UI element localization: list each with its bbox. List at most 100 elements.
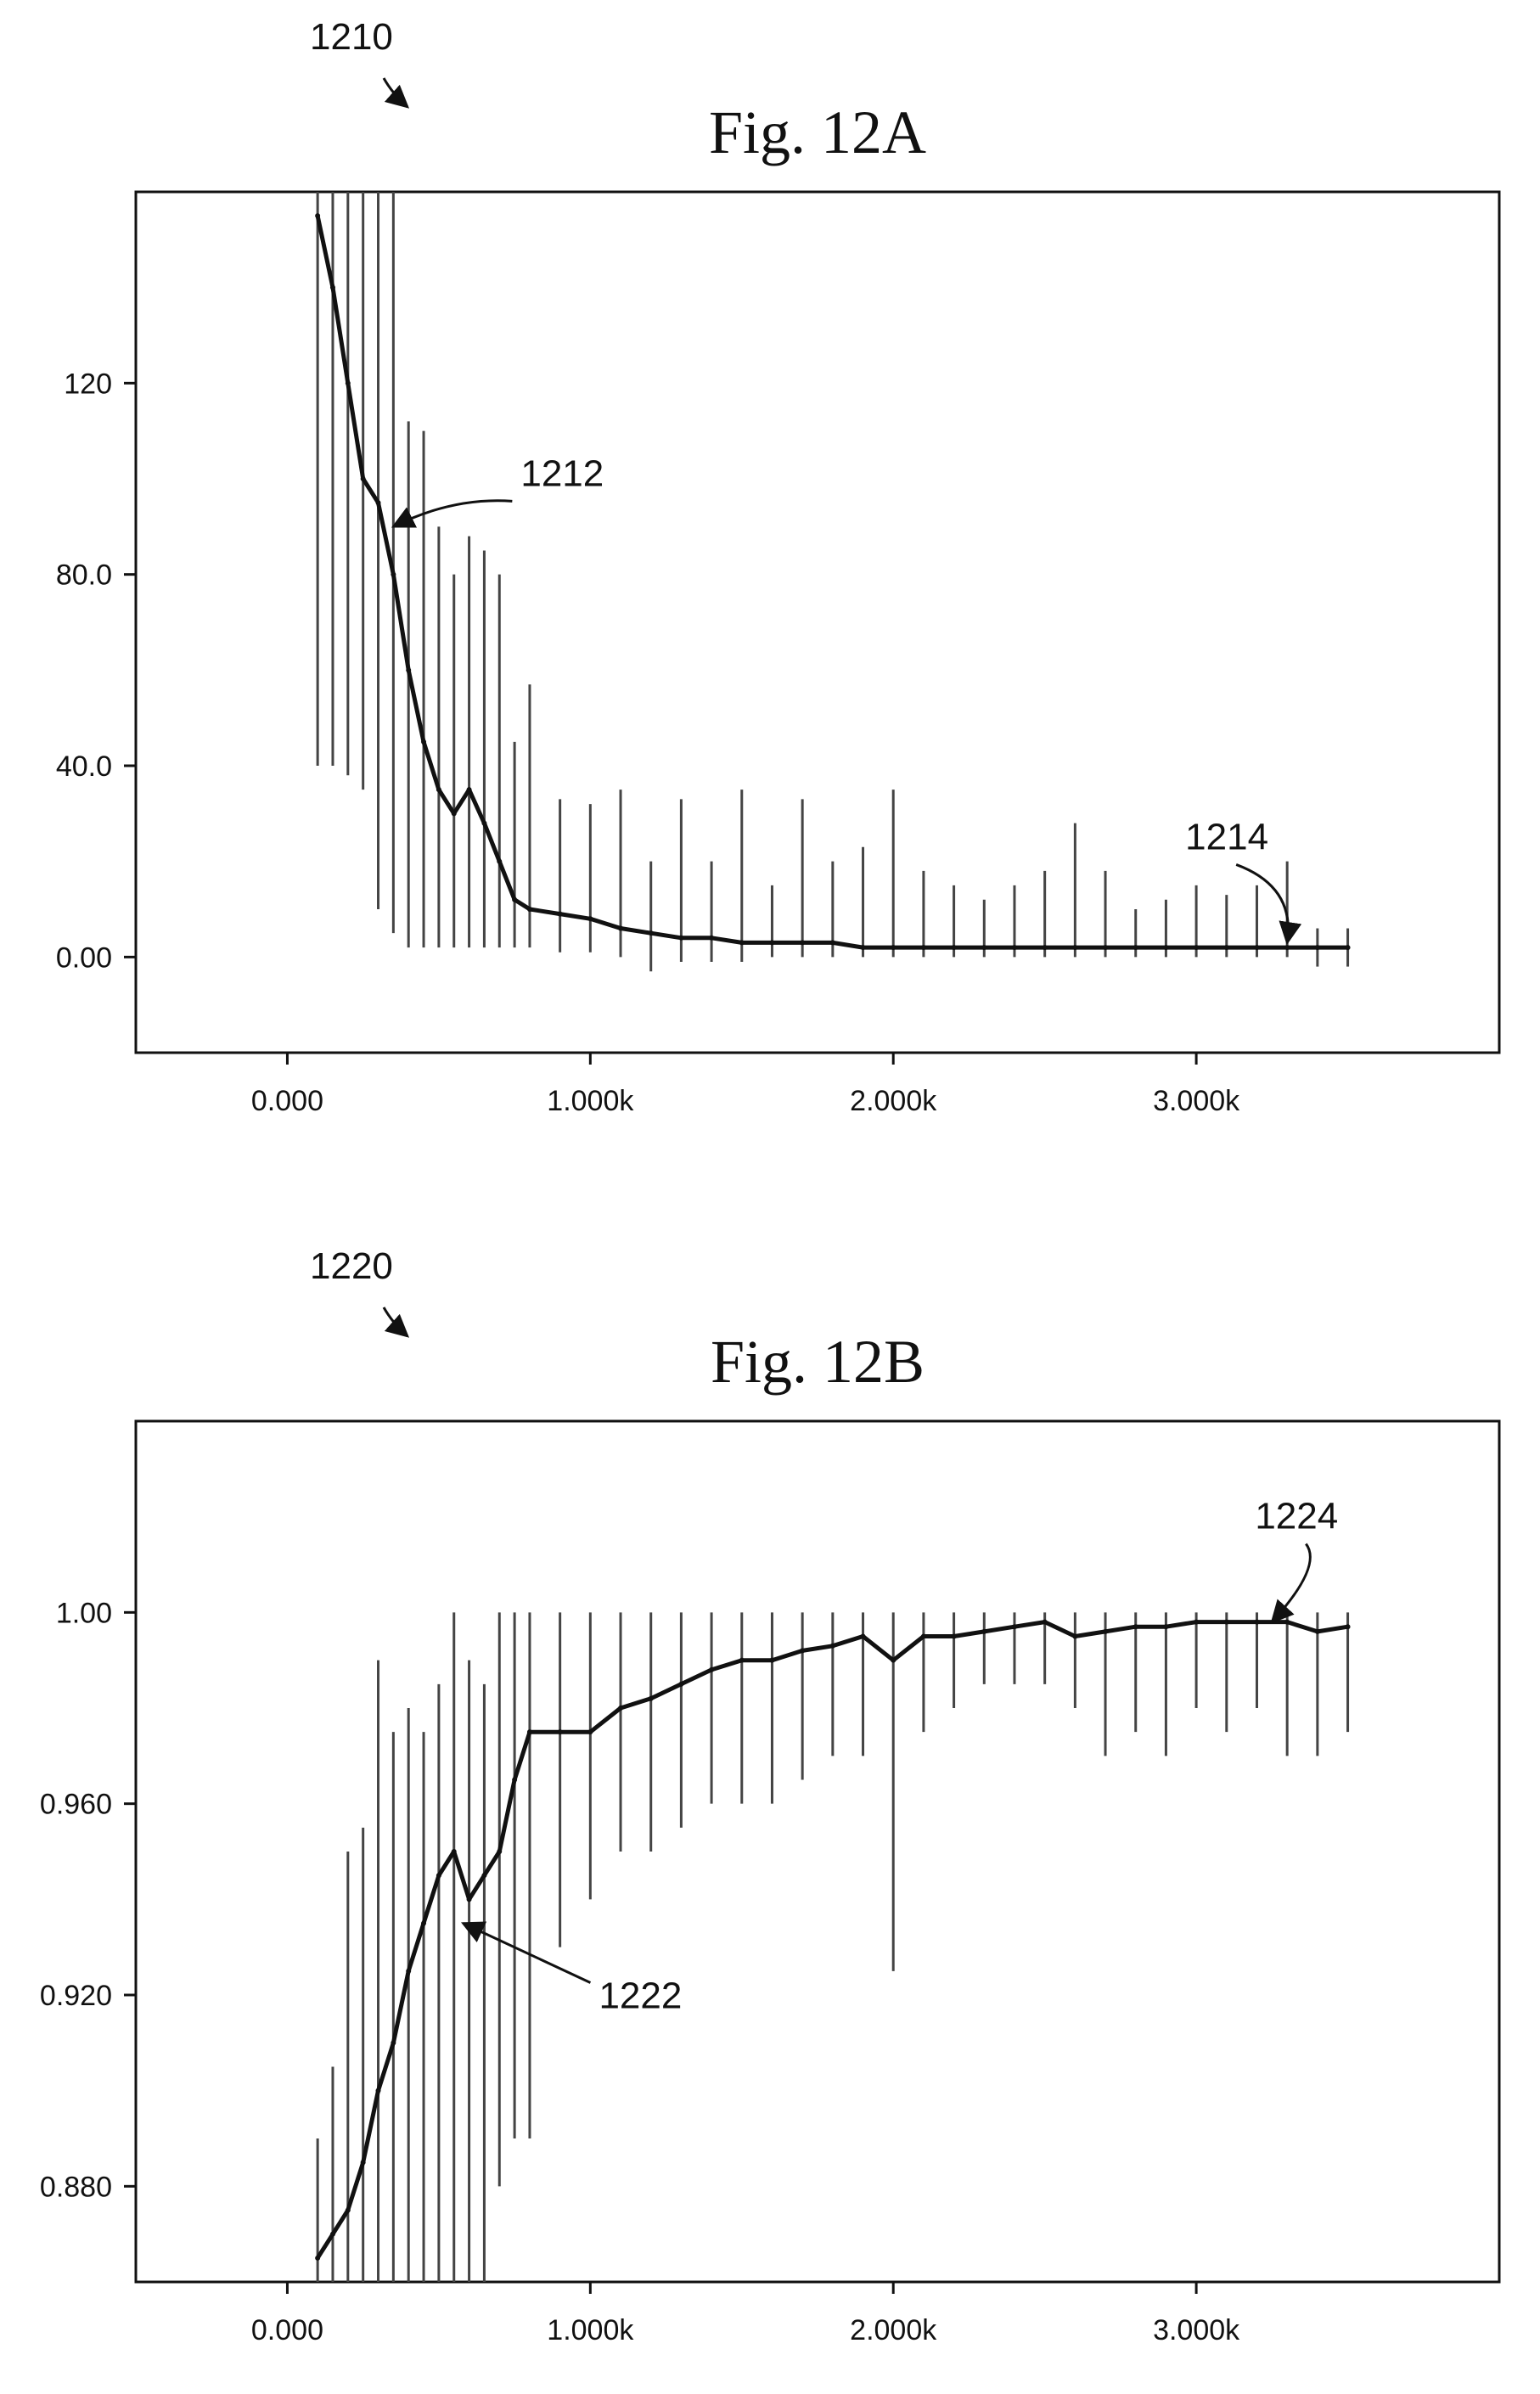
data-point [618, 1706, 624, 1711]
data-point [451, 811, 457, 817]
data-point [1133, 1624, 1138, 1630]
figure-reference-number: 1220 [310, 1245, 393, 1287]
data-point [1254, 945, 1260, 951]
data-point [769, 1657, 775, 1663]
annotation-arrow [460, 1921, 592, 1984]
y-tick-label: 0.920 [40, 1980, 112, 2012]
figure-reference-number: 1210 [310, 16, 393, 58]
data-point [587, 1729, 593, 1735]
plot-frame [134, 1419, 1501, 2284]
chart-title: Fig. 12B [711, 1328, 925, 1396]
data-point [1284, 1619, 1290, 1625]
data-point [769, 940, 775, 946]
annotation-arrow [391, 499, 513, 528]
chart-fig-12b: 1220 Fig. 12B 0.000 1.000k 2.000k 3.000k 0.8… [40, 1245, 1501, 2346]
data-point [1345, 1624, 1351, 1630]
data-point [1194, 945, 1200, 951]
data-point [1072, 945, 1078, 951]
data-point [512, 896, 518, 902]
data-point [1042, 1619, 1048, 1625]
series-line [315, 1620, 1348, 2260]
y-tick-label: 0.880 [40, 2171, 112, 2203]
data-point [1163, 945, 1169, 951]
series-line [315, 215, 1348, 950]
x-tick-label: 1.000k [547, 1085, 634, 1117]
y-tick-label: 1.00 [56, 1597, 112, 1629]
data-point [800, 940, 806, 946]
data-point [709, 1666, 715, 1672]
y-tick-label: 120 [64, 368, 112, 400]
data-point [345, 2207, 351, 2213]
data-point [360, 2160, 366, 2166]
data-point [951, 945, 957, 951]
annotation-label: 1222 [599, 1975, 682, 2017]
data-point [648, 930, 654, 936]
x-tick-label: 2.000k [850, 2314, 937, 2346]
data-point [1223, 1619, 1229, 1625]
data-point [360, 476, 366, 481]
chart-fig-12a: 1210 Fig. 12A 0.000 1.000k 2.000k 3.000k0.0… [56, 16, 1501, 1117]
x-tick-label: 3.000k [1153, 1085, 1240, 1117]
data-point [481, 1873, 487, 1879]
data-point [891, 945, 896, 951]
data-point [375, 2088, 381, 2093]
data-point [526, 907, 532, 912]
data-point [739, 940, 745, 946]
data-point [557, 911, 563, 917]
data-point [891, 1657, 896, 1663]
data-point [391, 2040, 396, 2046]
data-point [497, 1849, 503, 1854]
data-point [1314, 1628, 1320, 1634]
annotation-arrow [1235, 863, 1302, 946]
data-point [329, 2231, 335, 2237]
data-point [451, 1849, 457, 1854]
data-point [648, 1695, 654, 1701]
plot-area: 0.000 1.000k 2.000k 3.000k 0.00 40.0 80.0 120 12… [56, 192, 1351, 1117]
reference-arrow [382, 77, 410, 109]
x-tick-label: 1.000k [547, 2314, 634, 2346]
data-point [1163, 1624, 1169, 1630]
data-point [709, 935, 715, 941]
data-point [526, 1729, 532, 1735]
data-point [512, 1777, 518, 1783]
annotation-label: 1214 [1185, 816, 1268, 857]
data-point [1103, 1628, 1109, 1634]
data-point [329, 284, 335, 290]
data-point [829, 1643, 835, 1649]
data-point [618, 925, 624, 931]
annotation-label: 1212 [520, 452, 604, 494]
data-point [951, 1633, 957, 1639]
data-point [981, 945, 987, 951]
data-point [436, 1873, 441, 1879]
x-tick-label: 3.000k [1153, 2314, 1240, 2346]
y-tick-label: 40.0 [56, 750, 112, 783]
data-point [466, 1897, 472, 1902]
data-point [436, 787, 441, 793]
data-point [406, 1968, 412, 1974]
data-point [981, 1628, 987, 1634]
data-point [1072, 1633, 1078, 1639]
data-point [1133, 945, 1138, 951]
x-tick-label: 0.000 [251, 2314, 323, 2346]
data-point [345, 380, 351, 386]
data-point [920, 945, 926, 951]
data-point [1042, 945, 1048, 951]
y-tick-label: 80.0 [56, 559, 112, 592]
data-point [860, 1633, 866, 1639]
x-tick-label: 2.000k [850, 1085, 937, 1117]
annotation-label: 1224 [1255, 1496, 1338, 1537]
data-point [1103, 945, 1109, 951]
y-tick-label: 0.00 [56, 941, 112, 974]
data-point [421, 739, 427, 745]
data-point [375, 500, 381, 506]
data-point [678, 1681, 684, 1687]
chart-title: Fig. 12A [709, 98, 926, 166]
data-point [587, 916, 593, 922]
data-point [1223, 945, 1229, 951]
data-point [920, 1633, 926, 1639]
plot-area: 0.000 1.000k 2.000k 3.000k 0.880 0.920 0.960 1.… [40, 1496, 1351, 2346]
plot-frame [134, 190, 1501, 1054]
annotation-arrow [1270, 1543, 1312, 1624]
data-point [481, 820, 487, 826]
data-point [315, 2255, 321, 2261]
